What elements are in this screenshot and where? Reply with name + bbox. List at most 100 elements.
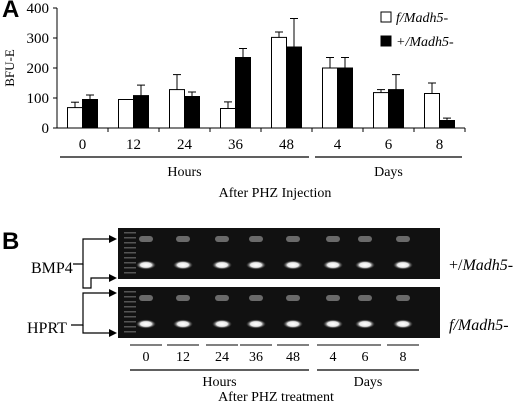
- x-category-label: 36: [228, 137, 244, 153]
- faint-band: [326, 295, 340, 301]
- ladder-band: [124, 247, 136, 249]
- genotype-label: +/Madh5-: [449, 257, 513, 274]
- faint-band: [358, 236, 372, 242]
- lane-label: 12: [176, 350, 190, 365]
- ladder-band: [124, 272, 136, 274]
- gel-band: [212, 260, 232, 270]
- x-category-label: 48: [279, 137, 294, 153]
- ladder-band: [124, 311, 136, 313]
- x-category-label: 0: [79, 137, 87, 153]
- gel-band: [136, 319, 156, 329]
- ladder-band: [124, 242, 136, 244]
- y-tick-label: 100: [27, 91, 50, 107]
- gel-band: [393, 260, 413, 270]
- lane-label: 4: [330, 350, 337, 365]
- x-axis-label: After PHZ Injection: [219, 186, 332, 201]
- y-tick-label: 0: [42, 121, 50, 137]
- ladder-band: [124, 237, 136, 239]
- faint-band: [249, 236, 263, 242]
- band-label-bmp4: BMP4: [31, 260, 73, 277]
- ladder-band: [124, 306, 136, 308]
- x-category-label: 12: [126, 137, 141, 153]
- ladder-band: [124, 331, 136, 333]
- gel-strip: [118, 228, 440, 279]
- gel-band: [283, 260, 303, 270]
- panel-b-label: B: [2, 228, 20, 255]
- arrowhead: [109, 235, 117, 243]
- gel-band: [136, 260, 156, 270]
- genotype-label: f/Madh5-: [449, 317, 509, 334]
- gel-x-label: After PHZ treatment: [218, 390, 334, 405]
- gel-band: [212, 319, 232, 329]
- bar-f-madh5: [322, 67, 338, 129]
- gel-band: [283, 319, 303, 329]
- bar-plus-madh5: [286, 46, 302, 129]
- ladder-band: [124, 252, 136, 254]
- arrow-hprt-top: [71, 292, 111, 326]
- bar-plus-madh5: [184, 96, 200, 129]
- lane-group-label: Hours: [202, 375, 236, 390]
- ladder-band: [124, 316, 136, 318]
- arrowhead: [109, 289, 117, 297]
- gel-band: [323, 319, 343, 329]
- legend-label: f/Madh5-: [396, 11, 448, 26]
- arrow-hprt-bottom: [82, 325, 111, 334]
- lane-label: 24: [215, 350, 229, 365]
- arrowhead: [109, 274, 117, 282]
- faint-band: [249, 295, 263, 301]
- arrow-bmp4-top: [73, 238, 111, 265]
- bar-f-madh5: [271, 36, 287, 129]
- legend-label: +/Madh5-: [396, 35, 454, 50]
- gel-band: [393, 319, 413, 329]
- faint-band: [396, 295, 410, 301]
- y-tick-label: 400: [27, 1, 50, 17]
- lane-label: 0: [143, 350, 150, 365]
- group-label: Hours: [167, 165, 201, 180]
- panel-a-label: A: [2, 0, 20, 23]
- lane-label: 8: [400, 350, 407, 365]
- lane-label: 48: [286, 350, 300, 365]
- faint-band: [176, 236, 190, 242]
- group-label: Days: [374, 165, 403, 180]
- legend-swatch: [380, 35, 392, 47]
- ladder-band: [124, 232, 136, 234]
- gel-strip: [118, 287, 440, 338]
- arrowhead: [109, 329, 117, 337]
- gel-figure: BMP4 HPRT +/Madh5- f/Madh5- 0 12 24 36 48 4 6 8 Hour…: [27, 228, 513, 405]
- ladder-band: [124, 321, 136, 323]
- bar-plus-madh5: [82, 99, 98, 129]
- bar-plus-madh5: [235, 57, 251, 129]
- x-category-label: 8: [436, 137, 444, 153]
- bar-f-madh5: [169, 89, 185, 129]
- faint-band: [215, 236, 229, 242]
- lane-label: 6: [362, 350, 369, 365]
- bar-plus-madh5: [388, 89, 404, 129]
- y-axis-label: BFU-E: [2, 49, 17, 87]
- x-category-label: 6: [385, 137, 393, 153]
- ladder-band: [124, 326, 136, 328]
- faint-band: [176, 295, 190, 301]
- legend-swatch: [380, 11, 392, 23]
- bar-f-madh5: [373, 92, 389, 129]
- bar-plus-madh5: [337, 67, 353, 129]
- bar-chart: 0 100 200 300 400 BFU-E 0 12 24 36 48 4 6 8 Hours Days A…: [2, 1, 466, 201]
- ladder-band: [124, 301, 136, 303]
- ladder-band: [124, 267, 136, 269]
- bar-f-madh5: [118, 99, 134, 129]
- bar-f-madh5: [67, 107, 83, 129]
- ladder-band: [124, 262, 136, 264]
- ladder-band: [124, 291, 136, 293]
- gel-band: [323, 260, 343, 270]
- y-tick-label: 300: [27, 31, 50, 47]
- faint-band: [139, 236, 153, 242]
- faint-band: [286, 295, 300, 301]
- ladder-band: [124, 257, 136, 259]
- faint-band: [396, 236, 410, 242]
- gel-band: [355, 260, 375, 270]
- faint-band: [139, 295, 153, 301]
- faint-band: [326, 236, 340, 242]
- y-tick-label: 200: [27, 61, 50, 77]
- faint-band: [215, 295, 229, 301]
- faint-band: [286, 236, 300, 242]
- arrow-bmp4-bottom: [82, 264, 111, 289]
